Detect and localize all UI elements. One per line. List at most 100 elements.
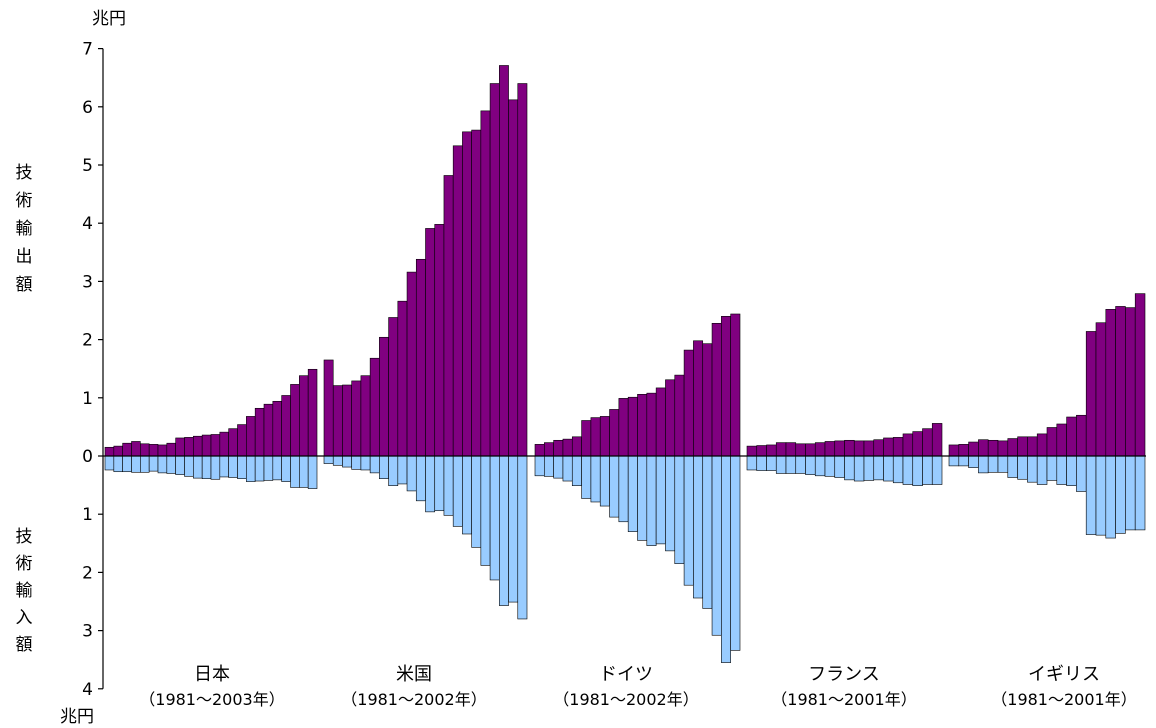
export-bar [131,441,141,457]
import-bar [1085,455,1097,535]
export-bar [434,224,445,457]
import-bar [844,455,855,481]
export-bar [785,442,797,457]
export-bar [978,439,989,457]
import-bar [721,455,731,663]
import-bar [397,455,408,485]
export-bar [627,396,638,457]
import-bar [166,455,176,474]
import-bar [978,455,989,474]
export-bar [342,384,352,457]
import-bar [443,455,454,516]
import-bar [730,455,741,651]
import-bar [785,455,797,474]
export-bar [775,442,787,457]
export-bar [902,433,914,457]
bar-group-4 [948,293,1146,539]
group-labels: 日本 （1981〜2003年） 米国 （1981〜2002年） ドイツ （1981〜200… [139,664,1136,709]
export-bar [193,435,203,457]
export-bar [1095,322,1107,457]
export-bar [184,437,194,457]
import-bar [272,455,282,481]
axis-label-char: 輸 [16,581,33,601]
import-bar [834,455,845,478]
export-bar [140,443,150,457]
tick-label: 4 [82,214,93,234]
export-bar [637,394,648,457]
export-bar [1134,293,1146,457]
period-label: （1981〜2001年） [771,690,916,709]
export-bar [508,99,519,457]
export-bar [655,387,666,457]
export-bar [948,444,960,457]
tick-label: 1 [82,389,93,409]
tick-label: 5 [82,156,93,176]
export-bar [122,442,132,457]
axis-label-char: 技 [16,527,33,547]
export-bar [397,300,408,457]
import-bar [140,455,150,473]
country-label: ドイツ [599,664,653,685]
export-bar [562,438,573,457]
import-bar [351,455,362,470]
export-bar [711,322,722,457]
import-bar [958,455,969,467]
import-bar [1115,455,1126,534]
tick-label: 3 [82,272,93,292]
import-bar [246,455,256,482]
import-bar [193,455,203,479]
export-bar [665,379,676,457]
import-bar [948,455,960,467]
import-bar [1036,455,1048,485]
tick-label: 0 [82,447,93,467]
export-bar [571,436,582,457]
export-bar [814,442,826,457]
import-bar [902,455,914,485]
bar-group-0 [104,368,318,489]
import-bar [471,455,482,548]
import-bar [627,455,638,532]
import-bar [863,455,875,481]
import-bar [711,455,722,636]
import-bar [1095,455,1107,536]
import-bar [369,455,380,474]
import-bar [1046,455,1058,481]
export-bar [746,445,758,457]
import-bar [263,455,274,481]
export-bar [443,175,454,457]
export-bar [1056,423,1067,457]
export-bar [683,349,694,457]
export-bar [997,440,1009,457]
import-bar [805,455,816,475]
axis-label-char: 術 [16,554,33,574]
import-bar [665,455,676,552]
export-bar [113,445,123,457]
import-bar [1017,455,1028,480]
export-bar [351,380,362,457]
period-label: （1981〜2001年） [991,690,1136,709]
import-bar [210,455,221,480]
import-bar [480,455,491,566]
export-bar [272,400,282,457]
import-bar [499,455,509,606]
export-bar [795,443,806,457]
tick-label: 2 [82,563,93,583]
import-bar [425,455,436,513]
tick-label: 3 [82,622,93,642]
import-bar [360,455,371,471]
import-bar [157,455,168,474]
export-bar [1036,433,1048,457]
export-bar [1007,438,1018,457]
period-label: （1981〜2002年） [553,690,698,709]
import-bar [489,455,500,581]
import-bar [571,455,582,486]
import-bar [307,455,318,489]
import-bar [452,455,463,527]
export-bar [388,317,399,457]
export-bar [863,440,875,457]
import-bar [1027,455,1038,483]
import-bar [997,455,1009,473]
export-bar [425,228,436,457]
country-label: フランス [808,664,880,685]
